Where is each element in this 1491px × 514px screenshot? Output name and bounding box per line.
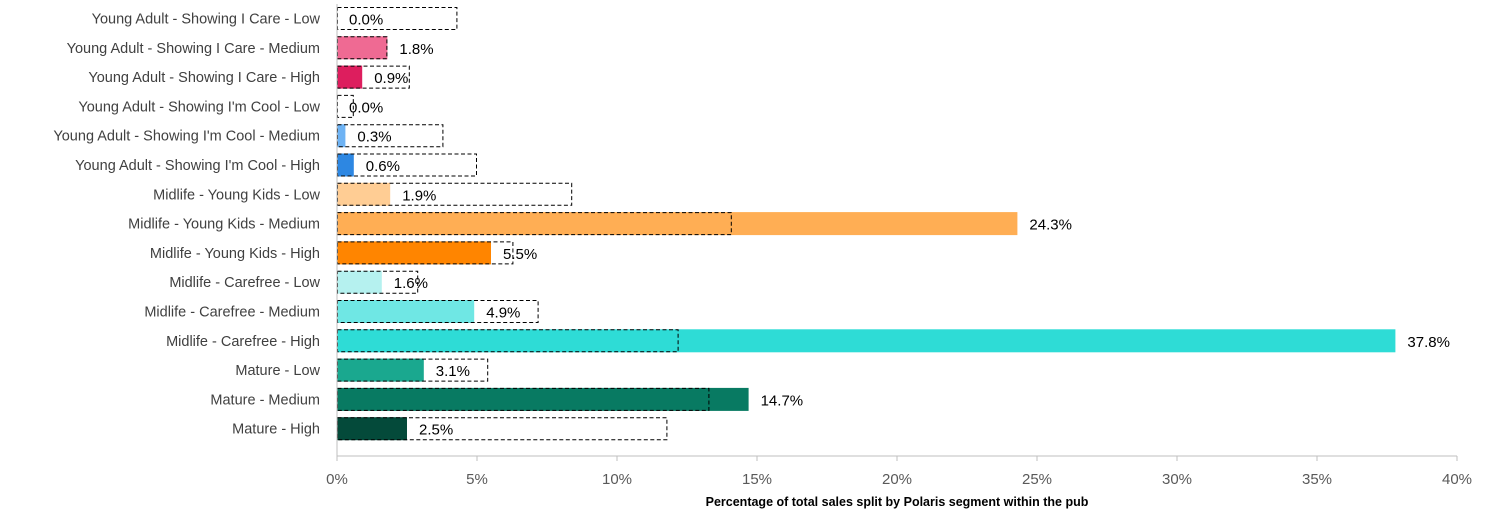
- data-label: 0.0%: [349, 12, 383, 29]
- data-label: 0.0%: [349, 99, 383, 116]
- category-label: Mature - Medium: [210, 392, 320, 408]
- bar: [337, 65, 363, 89]
- category-label: Midlife - Young Kids - High: [150, 246, 320, 262]
- bar: [337, 358, 424, 382]
- x-tick-label: 10%: [602, 471, 632, 488]
- x-tick-label: 25%: [1022, 471, 1052, 488]
- category-label: Young Adult - Showing I Care - High: [88, 70, 320, 86]
- data-label: 1.6%: [394, 275, 428, 292]
- x-axis-title: Percentage of total sales split by Polar…: [706, 495, 1089, 509]
- x-tick-label: 5%: [466, 471, 488, 488]
- x-tick-label: 30%: [1162, 471, 1192, 488]
- data-label: 1.8%: [399, 41, 433, 58]
- category-label: Mature - Low: [235, 363, 320, 379]
- data-label: 0.3%: [357, 129, 391, 146]
- category-label: Young Adult - Showing I'm Cool - Medium: [53, 129, 320, 145]
- bar: [337, 36, 388, 60]
- category-label: Midlife - Carefree - Low: [169, 275, 320, 291]
- data-label: 4.9%: [486, 305, 520, 322]
- x-tick-label: 15%: [742, 471, 772, 488]
- data-label: 3.1%: [436, 363, 470, 380]
- data-label: 14.7%: [761, 392, 804, 409]
- bar: [337, 300, 475, 323]
- benchmark-outline: [337, 270, 419, 294]
- data-label: 0.6%: [366, 158, 400, 175]
- x-tick-label: 40%: [1442, 471, 1472, 488]
- x-tick-label: 0%: [326, 471, 348, 488]
- bar: [337, 124, 346, 148]
- category-label: Midlife - Carefree - High: [166, 334, 320, 350]
- data-labels-group: 0.0% 1.8% 0.9% 0.0% 0.3% 0.6%1.9% 24.3% 5.5% 1.6…: [349, 12, 1450, 439]
- benchmark-outline: [337, 300, 539, 323]
- x-ticks-group: 0% 5% 10% 15% 20% 25% 30% 35% 40%: [326, 456, 1472, 488]
- category-label: Young Adult - Showing I'm Cool - High: [75, 158, 320, 174]
- bar: [337, 241, 491, 265]
- bar: [337, 417, 407, 441]
- data-label: 24.3%: [1029, 217, 1072, 234]
- data-label: 5.5%: [503, 246, 537, 263]
- bar: [337, 329, 1396, 353]
- data-label: 37.8%: [1407, 334, 1450, 351]
- bar: [337, 270, 382, 294]
- category-label: Young Adult - Showing I Care - Medium: [67, 41, 320, 57]
- benchmark-outline: [337, 7, 458, 30]
- benchmark-outline: [337, 329, 679, 353]
- benchmark-outline: [337, 153, 477, 177]
- data-label: 1.9%: [402, 187, 436, 204]
- category-label: Young Adult - Showing I Care - Low: [92, 12, 321, 28]
- bar: [337, 212, 1018, 236]
- bar: [337, 153, 354, 177]
- benchmark-outline: [337, 94, 354, 118]
- category-label: Midlife - Young Kids - Low: [153, 187, 320, 203]
- x-tick-label: 20%: [882, 471, 912, 488]
- data-label: 0.9%: [374, 70, 408, 87]
- category-label: Mature - High: [232, 422, 320, 438]
- bar: [337, 387, 749, 411]
- bar: [337, 182, 391, 206]
- data-label: 2.5%: [419, 422, 453, 439]
- category-labels-group: Young Adult - Showing I Care - Low Young …: [53, 12, 320, 438]
- x-tick-label: 35%: [1302, 471, 1332, 488]
- category-label: Midlife - Carefree - Medium: [144, 305, 320, 321]
- category-label: Young Adult - Showing I'm Cool - Low: [78, 99, 320, 115]
- category-label: Midlife - Young Kids - Medium: [128, 217, 320, 233]
- bars-group: [337, 36, 1396, 441]
